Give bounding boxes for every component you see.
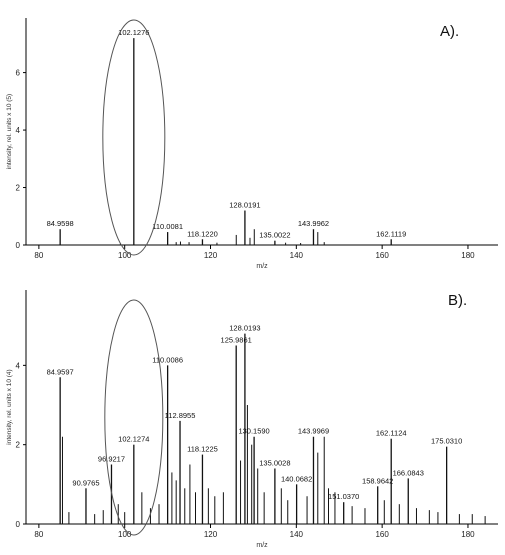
y-tick-label: 6 <box>16 69 21 78</box>
highlight-ellipse <box>104 299 164 536</box>
y-tick-label: 2 <box>16 441 21 450</box>
peak-label: 90.9765 <box>72 478 99 487</box>
peak-label: 128.0191 <box>229 201 260 210</box>
chart-panel-b: 80 100 120 140 160 180 0 2 4 m/z intensity, rel. u… <box>6 290 498 549</box>
peak-label: 128.0193 <box>229 324 260 333</box>
peak-label: 135.0022 <box>259 231 290 240</box>
peak-label: 84.9597 <box>47 367 74 376</box>
x-tick-label: 160 <box>375 530 389 539</box>
y-tick-label: 4 <box>16 361 21 370</box>
peak-label: 110.0081 <box>152 222 183 231</box>
peak-label: 140.0682 <box>281 474 312 483</box>
x-tick-label: 140 <box>290 251 304 260</box>
x-tick-label: 80 <box>34 251 43 260</box>
x-tick-label: 120 <box>204 530 218 539</box>
peak-label: 162.1119 <box>376 229 406 238</box>
y-tick-label: 2 <box>16 184 21 193</box>
peak-label: 175.0310 <box>431 437 462 446</box>
y-axis-label: intensity, rel. units x 10 (4) <box>6 369 13 444</box>
panel-label: A). <box>440 23 459 40</box>
peak-label: 84.9598 <box>47 219 74 228</box>
highlight-ellipse <box>102 19 166 256</box>
x-tick-label: 140 <box>290 530 304 539</box>
y-tick-label: 4 <box>16 126 21 135</box>
x-axis-label: m/z <box>256 542 268 549</box>
chart-panel-a: 80 100 120 140 160 180 0 2 4 6 m/z intensity, rel. … <box>6 18 498 270</box>
peak-label: 125.9861 <box>221 336 252 345</box>
peak-label: 151.0370 <box>328 492 359 501</box>
peak-label: 102.1276 <box>118 28 149 37</box>
y-tick-label: 0 <box>16 241 21 250</box>
x-tick-label: 80 <box>34 530 43 539</box>
peak-label: 102.1274 <box>118 435 149 444</box>
panel-label: B). <box>448 292 467 309</box>
x-axis-label: m/z <box>256 263 268 270</box>
peak-label: 118.1220 <box>187 229 218 238</box>
peak-label: 166.0843 <box>393 468 424 477</box>
x-tick-label: 100 <box>118 251 132 260</box>
x-tick-label: 180 <box>461 251 475 260</box>
peak-label: 118.1225 <box>187 445 218 454</box>
x-tick-label: 160 <box>375 251 389 260</box>
x-tick-label: 100 <box>118 530 132 539</box>
peak-label: 112.8955 <box>165 411 196 420</box>
peak-label: 158.9642 <box>362 476 393 485</box>
peak-label: 96.9217 <box>98 455 125 464</box>
peak-label: 162.1124 <box>376 429 407 438</box>
y-axis-label: intensity, rel. units x 10 (5) <box>6 94 13 169</box>
peak-label: 143.9969 <box>298 427 329 436</box>
x-tick-label: 180 <box>461 530 475 539</box>
peak-label: 130.1590 <box>238 427 269 436</box>
x-tick-label: 120 <box>204 251 218 260</box>
y-tick-label: 0 <box>16 520 21 529</box>
peak-label: 143.9962 <box>298 219 329 228</box>
peak-label: 135.0028 <box>259 458 290 467</box>
peak-label: 110.0086 <box>152 355 183 364</box>
